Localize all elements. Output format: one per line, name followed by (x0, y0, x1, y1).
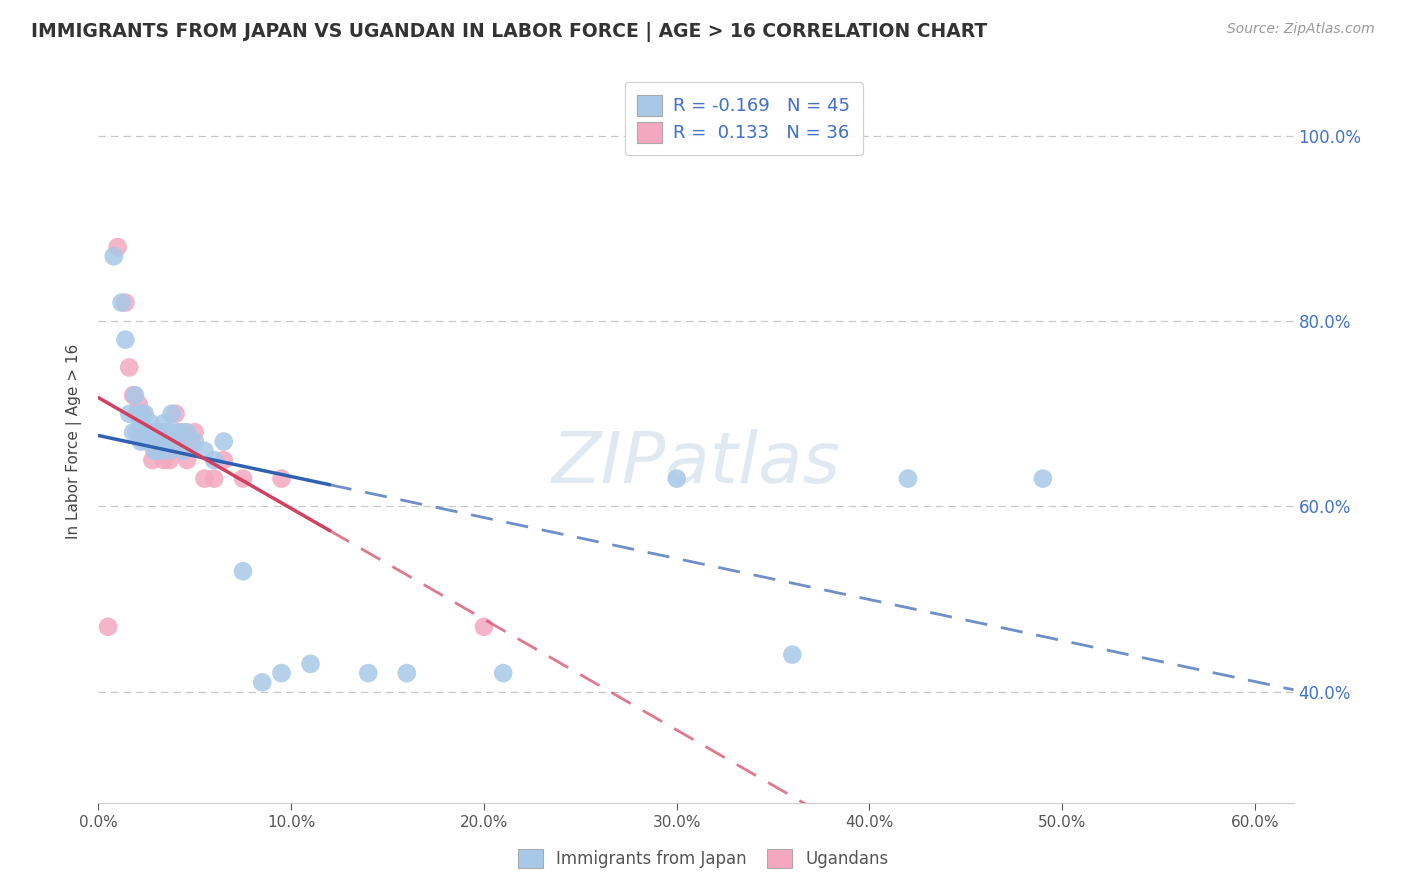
Point (128, 407, 150, 421)
Point (172, 425, 194, 440)
Point (114, 295, 136, 310)
Point (110, 295, 132, 310)
Point (782, 648, 804, 662)
Point (118, 360, 141, 375)
Point (122, 425, 145, 440)
Point (184, 425, 207, 440)
Point (145, 443, 167, 458)
Point (132, 425, 155, 440)
Point (124, 388, 146, 402)
Point (145, 425, 167, 440)
Point (135, 425, 157, 440)
Point (169, 425, 191, 440)
Point (107, 240, 129, 254)
Point (153, 416, 176, 430)
Point (897, 472, 920, 486)
Point (138, 434, 160, 449)
Point (134, 407, 156, 421)
Point (492, 666, 515, 681)
Point (159, 443, 181, 458)
Point (202, 453, 225, 467)
Point (135, 434, 157, 449)
Point (180, 434, 202, 449)
Point (155, 434, 177, 449)
Point (270, 472, 292, 486)
Point (114, 333, 136, 347)
Text: Source: ZipAtlas.com: Source: ZipAtlas.com (1227, 22, 1375, 37)
Point (232, 472, 254, 486)
Point (118, 407, 141, 421)
Point (134, 425, 156, 440)
Point (165, 407, 187, 421)
Point (150, 434, 173, 449)
Point (129, 434, 152, 449)
Point (176, 453, 198, 467)
Point (148, 434, 170, 449)
Point (472, 620, 495, 634)
Point (160, 434, 183, 449)
Point (193, 443, 215, 458)
Text: IMMIGRANTS FROM JAPAN VS UGANDAN IN LABOR FORCE | AGE > 16 CORRELATION CHART: IMMIGRANTS FROM JAPAN VS UGANDAN IN LABO… (31, 22, 987, 42)
Point (139, 416, 162, 430)
Point (252, 675, 274, 690)
Point (125, 407, 148, 421)
Point (149, 443, 172, 458)
Point (159, 453, 181, 467)
Point (150, 425, 173, 440)
Point (139, 434, 162, 449)
Point (357, 666, 380, 681)
Point (128, 397, 150, 411)
Point (129, 416, 152, 430)
Point (122, 388, 145, 402)
Point (1032, 472, 1054, 486)
Point (172, 443, 194, 458)
Point (153, 453, 176, 467)
Point (160, 407, 183, 421)
Point (132, 407, 155, 421)
Point (138, 425, 160, 440)
Point (176, 425, 198, 440)
Point (232, 564, 254, 578)
Point (97, 620, 120, 634)
Point (103, 249, 125, 263)
Point (156, 425, 179, 440)
Point (193, 472, 215, 486)
Point (184, 434, 207, 449)
Point (212, 434, 235, 449)
Text: ZIPatlas: ZIPatlas (551, 429, 841, 498)
Point (143, 443, 166, 458)
Point (129, 425, 152, 440)
Point (395, 666, 418, 681)
Point (141, 453, 163, 467)
Point (665, 472, 688, 486)
Legend: Immigrants from Japan, Ugandans: Immigrants from Japan, Ugandans (510, 842, 896, 875)
Point (299, 657, 322, 671)
Legend: R = -0.169   N = 45, R =  0.133   N = 36: R = -0.169 N = 45, R = 0.133 N = 36 (624, 82, 863, 155)
Point (165, 425, 187, 440)
Point (141, 425, 163, 440)
Point (270, 666, 292, 681)
Point (212, 453, 235, 467)
Point (125, 425, 148, 440)
Point (149, 443, 172, 458)
Point (148, 425, 170, 440)
Point (155, 434, 177, 449)
Y-axis label: In Labor Force | Age > 16: In Labor Force | Age > 16 (66, 344, 83, 539)
Point (169, 434, 191, 449)
Point (143, 434, 166, 449)
Point (202, 472, 225, 486)
Point (156, 443, 179, 458)
